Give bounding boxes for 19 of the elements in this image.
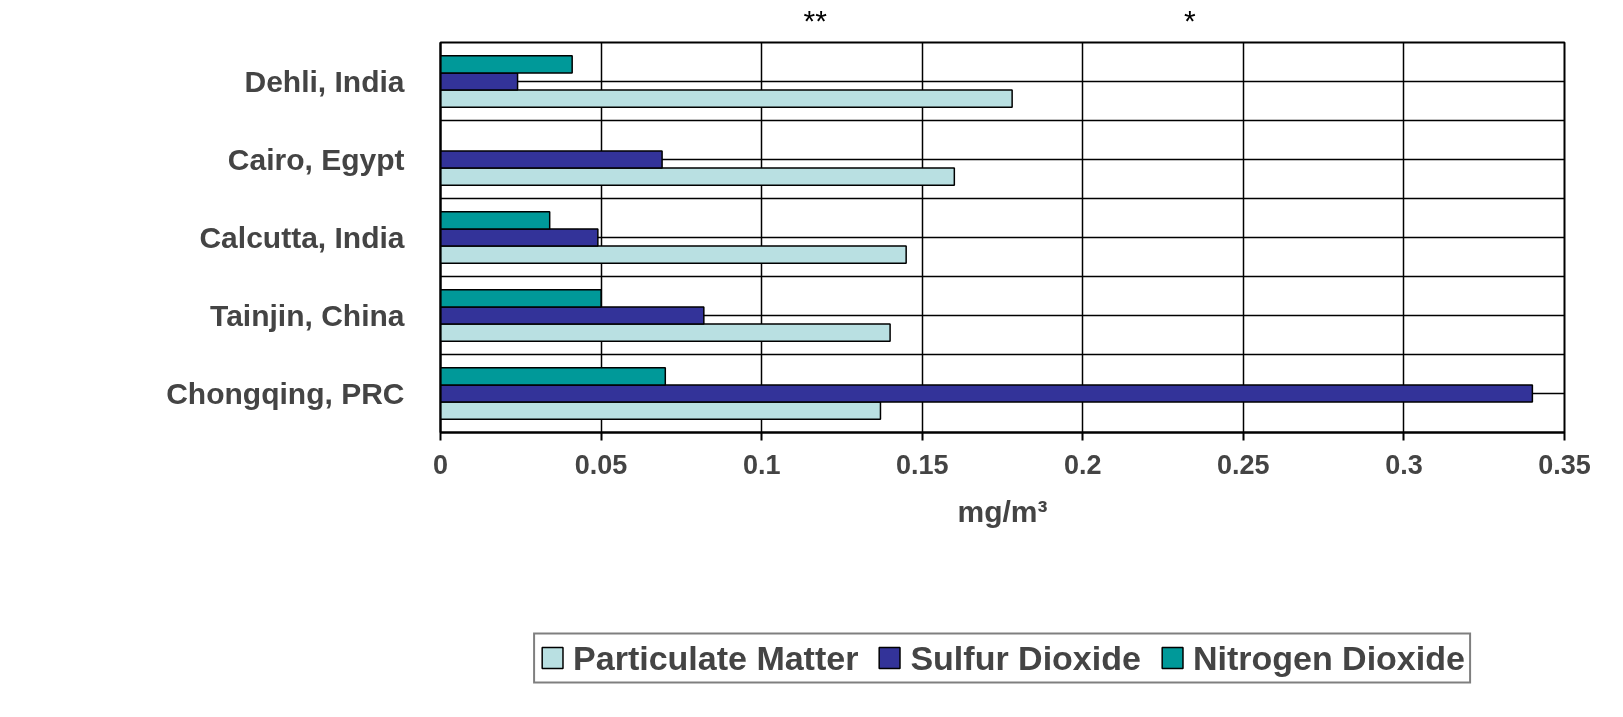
text: *	[1184, 3, 1196, 37]
y-tick-label: Cairo, Egypt	[227, 143, 405, 176]
x-tick-label: 0.1	[742, 449, 781, 480]
x-tick-label: 0.3	[1385, 449, 1423, 480]
y-tick-label: Tainjin, China	[210, 299, 405, 332]
legend-label: Sulfur Dioxide	[910, 638, 1141, 677]
y-tick-label: Calcutta, India	[199, 221, 405, 254]
x-tick-label: 0.35	[1538, 449, 1591, 480]
legend-label: Nitrogen Dioxide	[1192, 638, 1465, 677]
y-tick-label: Dehli, India	[244, 65, 405, 98]
x-tick-label: 0	[432, 449, 449, 480]
x-axis-title: mg/m³	[957, 494, 1048, 528]
x-tick-label: 0.05	[574, 449, 628, 480]
x-tick-label: 0.2	[1064, 449, 1102, 480]
x-tick-label: 0.15	[895, 449, 949, 480]
text: **	[803, 3, 828, 37]
x-tick-label: 0.25	[1217, 449, 1270, 480]
y-tick-label: Chongqing, PRC	[166, 377, 405, 410]
legend-label: Particulate Matter	[573, 638, 859, 677]
